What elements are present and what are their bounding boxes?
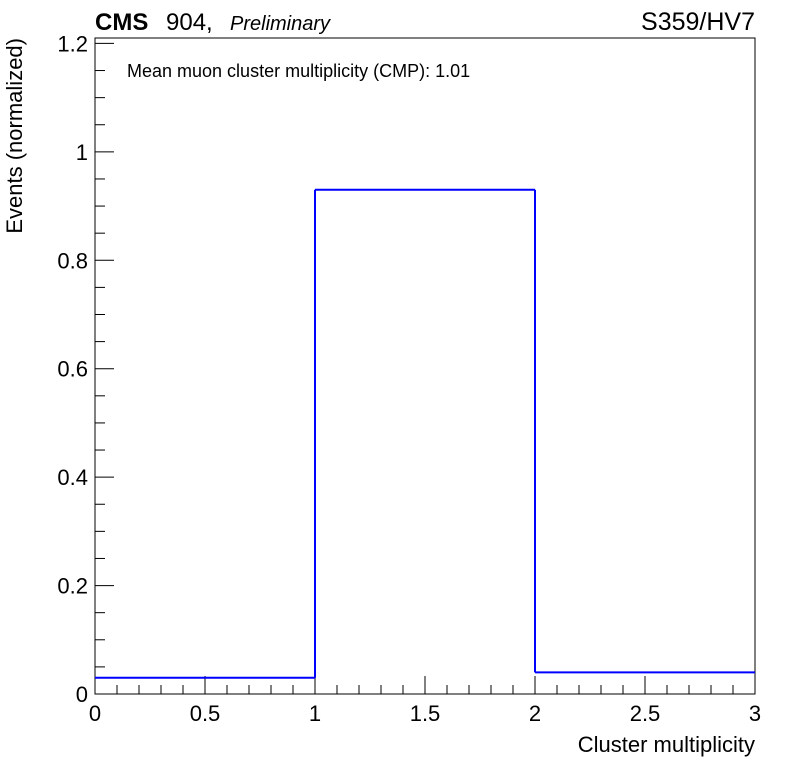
y-tick-label: 0.8 [57,248,88,273]
x-tick-label: 0.5 [190,701,221,726]
x-axis-title: Cluster multiplicity [578,732,755,757]
y-tick-label: 0.6 [57,357,88,382]
x-axis-ticks [94,676,756,694]
histogram-bins [95,188,755,679]
y-tick-label: 1.2 [57,31,88,56]
x-tick-label: 1.5 [410,701,441,726]
mean-annotation: Mean muon cluster multiplicity (CMP): 1.… [127,61,470,81]
y-axis-title: Events (normalized) [2,38,27,234]
y-tick-label: 0.2 [57,574,88,599]
x-tick-label: 1 [309,701,321,726]
facility-label: 904, [166,9,213,36]
y-axis-tick-labels: 0 0.2 0.4 0.6 0.8 1 1.2 [57,31,88,707]
status-label: Preliminary [230,13,331,35]
y-tick-label: 0 [76,682,88,707]
x-tick-label: 0 [89,701,101,726]
y-axis-ticks [95,42,114,695]
plot-frame [94,37,756,695]
x-axis-tick-labels: 0 0.5 1 1.5 2 2.5 3 [89,701,761,726]
y-tick-label: 1 [76,140,88,165]
x-tick-label: 3 [749,701,761,726]
run-label: S359/HV7 [641,8,755,36]
experiment-label: CMS [95,9,148,36]
x-tick-label: 2.5 [630,701,661,726]
x-tick-label: 2 [529,701,541,726]
y-tick-label: 0.4 [57,465,88,490]
